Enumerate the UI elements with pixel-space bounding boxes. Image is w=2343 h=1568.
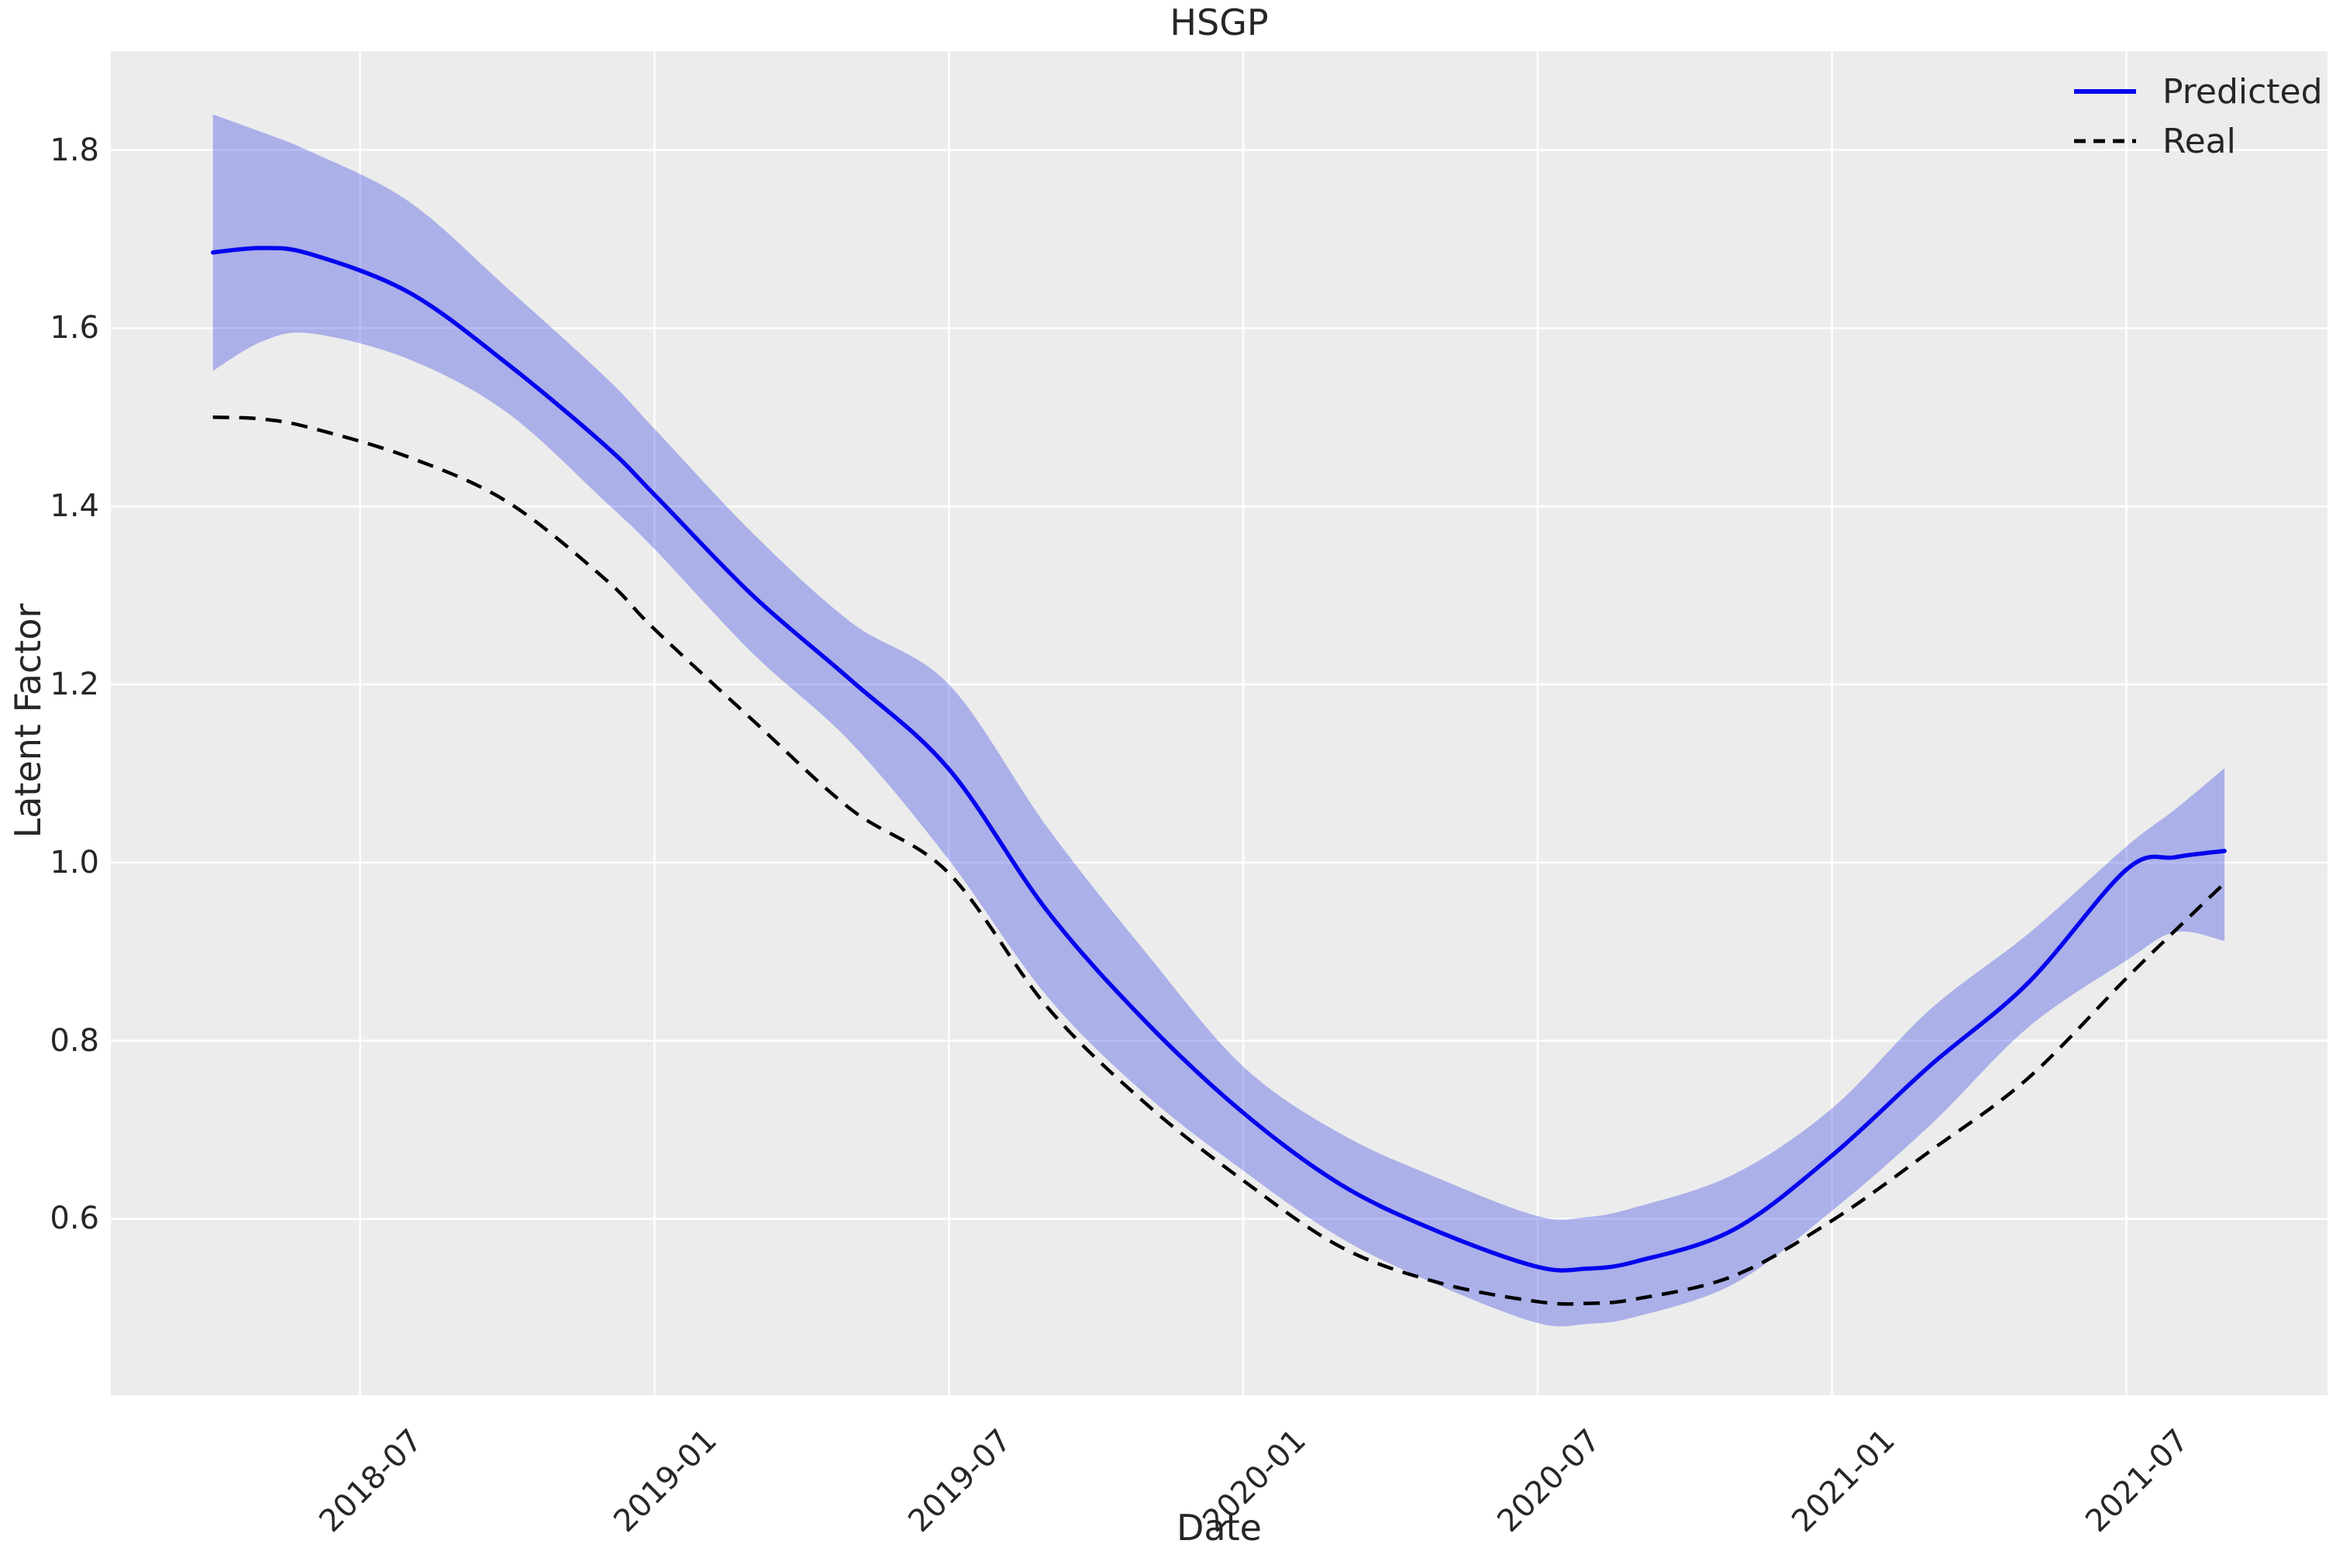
y-tick-label: 1.6 [50,310,99,346]
y-tick-label: 0.6 [50,1201,99,1237]
chart-title: HSGP [1170,2,1269,43]
predicted-line [210,246,2227,1273]
legend-item-real: Real [2063,119,2323,163]
y-tick-label: 1.4 [50,488,99,525]
legend-item-predicted: Predicted [2063,70,2323,113]
real-line-icon [2074,139,2136,143]
series-layer [210,114,2227,1327]
y-tick-label: 1.0 [50,844,99,880]
legend: Predicted Real [2063,70,2323,163]
confidence-band [212,114,2225,1327]
y-tick-label: 1.8 [50,132,99,168]
legend-label-real: Real [2162,121,2236,161]
legend-label-predicted: Predicted [2162,71,2323,112]
predicted-line-icon [2074,89,2136,94]
y-tick-label: 1.2 [50,667,99,702]
y-tick-label: 0.8 [50,1022,99,1059]
y-axis-label: Latent Factor [7,603,49,839]
plot-area [111,51,2327,1395]
x-axis-label: Date [1177,1507,1262,1549]
grid-layer [111,51,2327,1395]
